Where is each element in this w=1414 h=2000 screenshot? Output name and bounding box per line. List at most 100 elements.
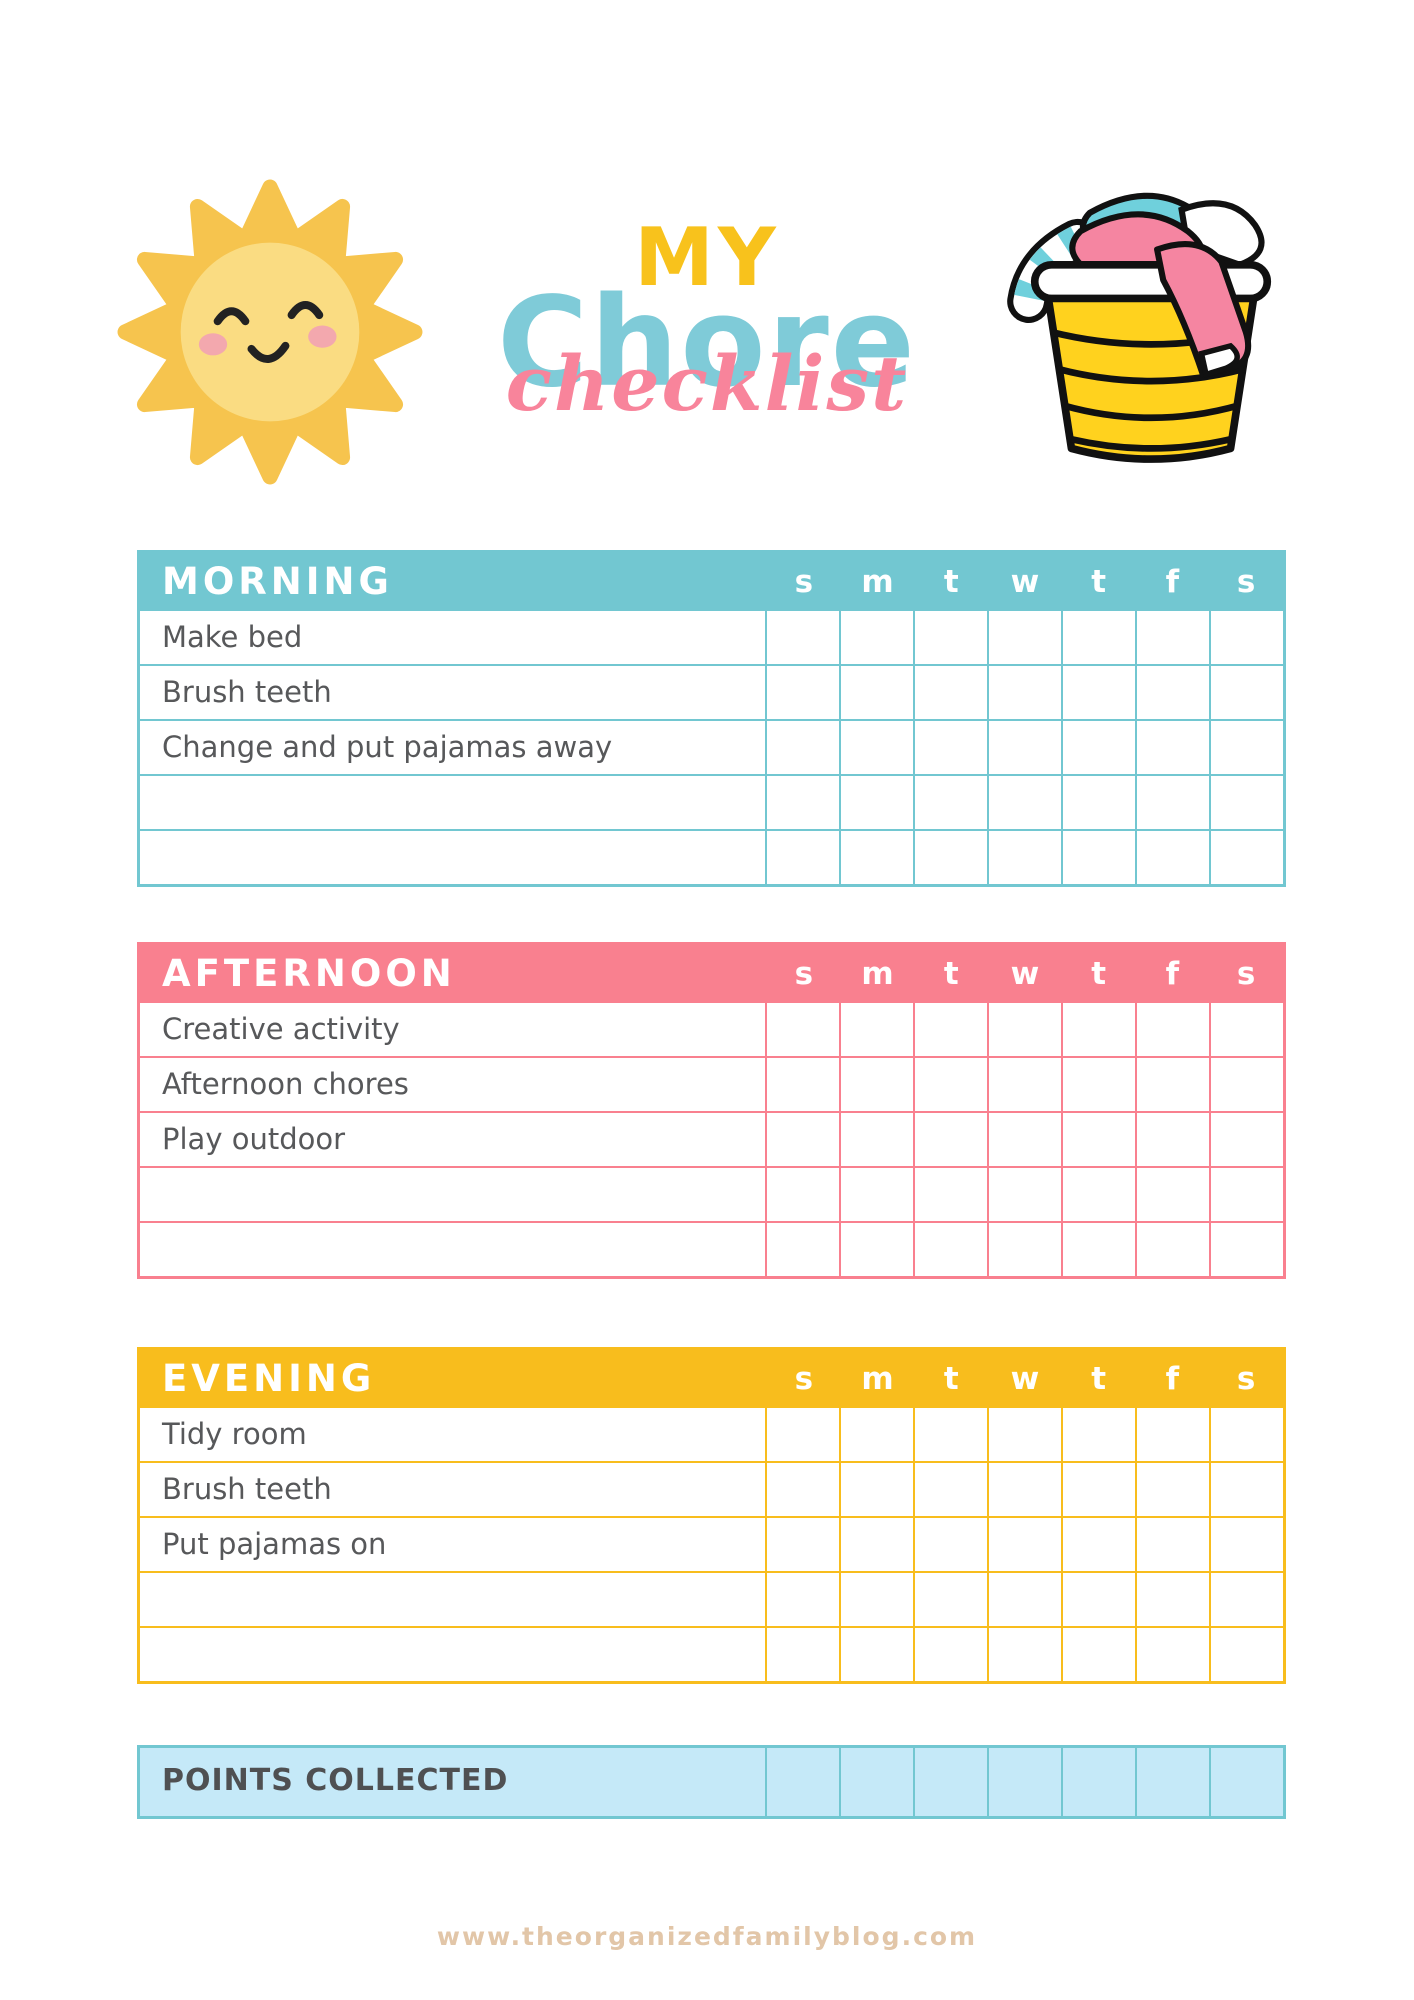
day-cell-afternoon-r1-c3[interactable] bbox=[913, 1003, 987, 1056]
points-cell-c2[interactable] bbox=[839, 1748, 913, 1816]
day-cell-afternoon-r3-c2[interactable] bbox=[839, 1113, 913, 1166]
day-cell-evening-r3-c5[interactable] bbox=[1061, 1518, 1135, 1571]
day-cell-evening-r4-c6[interactable] bbox=[1135, 1573, 1209, 1626]
day-cell-morning-r1-c7[interactable] bbox=[1209, 611, 1283, 664]
day-cell-afternoon-r1-c5[interactable] bbox=[1061, 1003, 1135, 1056]
day-cell-afternoon-r1-c4[interactable] bbox=[987, 1003, 1061, 1056]
day-cell-morning-r2-c6[interactable] bbox=[1135, 666, 1209, 719]
day-cell-morning-r3-c6[interactable] bbox=[1135, 721, 1209, 774]
day-cell-morning-r4-c4[interactable] bbox=[987, 776, 1061, 829]
day-cell-morning-r2-c4[interactable] bbox=[987, 666, 1061, 719]
day-cell-evening-r2-c5[interactable] bbox=[1061, 1463, 1135, 1516]
day-cell-morning-r1-c3[interactable] bbox=[913, 611, 987, 664]
day-cell-afternoon-r5-c2[interactable] bbox=[839, 1223, 913, 1276]
day-cell-evening-r5-c1[interactable] bbox=[765, 1628, 839, 1681]
day-cell-evening-r2-c6[interactable] bbox=[1135, 1463, 1209, 1516]
day-cell-morning-r1-c4[interactable] bbox=[987, 611, 1061, 664]
day-cell-afternoon-r3-c7[interactable] bbox=[1209, 1113, 1283, 1166]
day-cell-morning-r4-c6[interactable] bbox=[1135, 776, 1209, 829]
day-cell-evening-r5-c2[interactable] bbox=[839, 1628, 913, 1681]
day-cell-morning-r1-c1[interactable] bbox=[765, 611, 839, 664]
day-cell-afternoon-r2-c5[interactable] bbox=[1061, 1058, 1135, 1111]
day-cell-afternoon-r1-c2[interactable] bbox=[839, 1003, 913, 1056]
day-cell-evening-r1-c3[interactable] bbox=[913, 1408, 987, 1461]
day-cell-morning-r5-c4[interactable] bbox=[987, 831, 1061, 884]
day-cell-morning-r5-c3[interactable] bbox=[913, 831, 987, 884]
day-cell-morning-r2-c5[interactable] bbox=[1061, 666, 1135, 719]
day-cell-evening-r4-c5[interactable] bbox=[1061, 1573, 1135, 1626]
day-cell-morning-r4-c3[interactable] bbox=[913, 776, 987, 829]
day-cell-evening-r3-c3[interactable] bbox=[913, 1518, 987, 1571]
day-cell-evening-r2-c3[interactable] bbox=[913, 1463, 987, 1516]
day-cell-morning-r4-c1[interactable] bbox=[765, 776, 839, 829]
day-cell-morning-r3-c4[interactable] bbox=[987, 721, 1061, 774]
day-cell-morning-r2-c3[interactable] bbox=[913, 666, 987, 719]
day-cell-evening-r5-c3[interactable] bbox=[913, 1628, 987, 1681]
day-cell-afternoon-r2-c6[interactable] bbox=[1135, 1058, 1209, 1111]
points-cell-c6[interactable] bbox=[1135, 1748, 1209, 1816]
day-cell-morning-r5-c2[interactable] bbox=[839, 831, 913, 884]
day-cell-morning-r2-c1[interactable] bbox=[765, 666, 839, 719]
day-cell-evening-r4-c1[interactable] bbox=[765, 1573, 839, 1626]
day-cell-evening-r1-c5[interactable] bbox=[1061, 1408, 1135, 1461]
day-cell-afternoon-r5-c3[interactable] bbox=[913, 1223, 987, 1276]
day-cell-evening-r5-c6[interactable] bbox=[1135, 1628, 1209, 1681]
day-cell-morning-r2-c7[interactable] bbox=[1209, 666, 1283, 719]
day-cell-morning-r5-c6[interactable] bbox=[1135, 831, 1209, 884]
day-cell-morning-r4-c2[interactable] bbox=[839, 776, 913, 829]
day-cell-morning-r1-c2[interactable] bbox=[839, 611, 913, 664]
points-cell-c4[interactable] bbox=[987, 1748, 1061, 1816]
day-cell-afternoon-r4-c1[interactable] bbox=[765, 1168, 839, 1221]
day-cell-evening-r3-c1[interactable] bbox=[765, 1518, 839, 1571]
day-cell-afternoon-r2-c2[interactable] bbox=[839, 1058, 913, 1111]
day-cell-evening-r4-c2[interactable] bbox=[839, 1573, 913, 1626]
day-cell-afternoon-r3-c1[interactable] bbox=[765, 1113, 839, 1166]
day-cell-morning-r5-c5[interactable] bbox=[1061, 831, 1135, 884]
points-cell-c7[interactable] bbox=[1209, 1748, 1283, 1816]
day-cell-afternoon-r4-c5[interactable] bbox=[1061, 1168, 1135, 1221]
day-cell-evening-r2-c1[interactable] bbox=[765, 1463, 839, 1516]
day-cell-afternoon-r3-c5[interactable] bbox=[1061, 1113, 1135, 1166]
day-cell-evening-r4-c3[interactable] bbox=[913, 1573, 987, 1626]
day-cell-evening-r1-c4[interactable] bbox=[987, 1408, 1061, 1461]
day-cell-evening-r2-c7[interactable] bbox=[1209, 1463, 1283, 1516]
day-cell-afternoon-r1-c6[interactable] bbox=[1135, 1003, 1209, 1056]
day-cell-evening-r2-c4[interactable] bbox=[987, 1463, 1061, 1516]
day-cell-morning-r3-c7[interactable] bbox=[1209, 721, 1283, 774]
day-cell-afternoon-r5-c4[interactable] bbox=[987, 1223, 1061, 1276]
day-cell-afternoon-r2-c4[interactable] bbox=[987, 1058, 1061, 1111]
day-cell-afternoon-r3-c6[interactable] bbox=[1135, 1113, 1209, 1166]
day-cell-evening-r1-c1[interactable] bbox=[765, 1408, 839, 1461]
day-cell-evening-r1-c2[interactable] bbox=[839, 1408, 913, 1461]
day-cell-afternoon-r5-c5[interactable] bbox=[1061, 1223, 1135, 1276]
day-cell-afternoon-r2-c1[interactable] bbox=[765, 1058, 839, 1111]
day-cell-morning-r5-c7[interactable] bbox=[1209, 831, 1283, 884]
day-cell-afternoon-r1-c7[interactable] bbox=[1209, 1003, 1283, 1056]
day-cell-afternoon-r4-c7[interactable] bbox=[1209, 1168, 1283, 1221]
day-cell-morning-r4-c5[interactable] bbox=[1061, 776, 1135, 829]
points-cell-c5[interactable] bbox=[1061, 1748, 1135, 1816]
day-cell-evening-r5-c4[interactable] bbox=[987, 1628, 1061, 1681]
points-cell-c3[interactable] bbox=[913, 1748, 987, 1816]
day-cell-afternoon-r3-c4[interactable] bbox=[987, 1113, 1061, 1166]
day-cell-evening-r4-c7[interactable] bbox=[1209, 1573, 1283, 1626]
day-cell-afternoon-r5-c1[interactable] bbox=[765, 1223, 839, 1276]
day-cell-afternoon-r1-c1[interactable] bbox=[765, 1003, 839, 1056]
day-cell-afternoon-r2-c3[interactable] bbox=[913, 1058, 987, 1111]
day-cell-afternoon-r4-c2[interactable] bbox=[839, 1168, 913, 1221]
day-cell-afternoon-r5-c6[interactable] bbox=[1135, 1223, 1209, 1276]
day-cell-afternoon-r4-c6[interactable] bbox=[1135, 1168, 1209, 1221]
day-cell-morning-r4-c7[interactable] bbox=[1209, 776, 1283, 829]
day-cell-evening-r3-c6[interactable] bbox=[1135, 1518, 1209, 1571]
day-cell-morning-r3-c3[interactable] bbox=[913, 721, 987, 774]
day-cell-afternoon-r5-c7[interactable] bbox=[1209, 1223, 1283, 1276]
day-cell-morning-r1-c5[interactable] bbox=[1061, 611, 1135, 664]
day-cell-evening-r5-c7[interactable] bbox=[1209, 1628, 1283, 1681]
day-cell-afternoon-r2-c7[interactable] bbox=[1209, 1058, 1283, 1111]
day-cell-morning-r3-c2[interactable] bbox=[839, 721, 913, 774]
day-cell-evening-r2-c2[interactable] bbox=[839, 1463, 913, 1516]
day-cell-morning-r2-c2[interactable] bbox=[839, 666, 913, 719]
day-cell-evening-r3-c4[interactable] bbox=[987, 1518, 1061, 1571]
day-cell-evening-r3-c7[interactable] bbox=[1209, 1518, 1283, 1571]
day-cell-afternoon-r3-c3[interactable] bbox=[913, 1113, 987, 1166]
